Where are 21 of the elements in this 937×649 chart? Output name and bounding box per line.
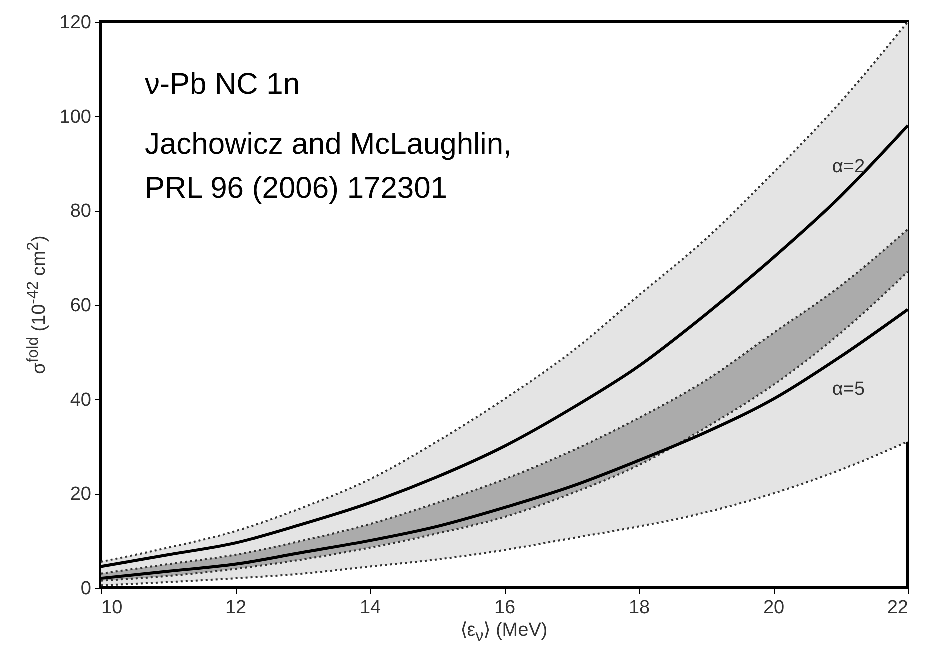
y-tick-label: 120	[60, 12, 92, 34]
x-tick-label: 14	[360, 598, 382, 618]
series-label: α=5	[832, 378, 866, 400]
line-series	[100, 440, 909, 587]
y-tick-label: 100	[60, 106, 92, 128]
x-tick-label: 10	[102, 598, 123, 618]
y-tick-label: 20	[70, 484, 92, 506]
annotation: ν-Pb NC 1n	[145, 68, 300, 102]
y-tick-label: 80	[70, 201, 92, 222]
annotation: Jachowicz and McLaughlin,	[145, 128, 512, 162]
y-tick-label: 0	[80, 578, 92, 600]
x-tick-label: 12	[225, 598, 247, 618]
annotation: PRL 96 (2006) 172301	[145, 172, 448, 206]
x-tick-label: 20	[763, 598, 785, 618]
x-axis-title: ⟨ε$_{ν}$⟩ (MeV)	[460, 619, 548, 646]
y-tick-label: 60	[70, 296, 92, 316]
y-tick-label: 40	[70, 390, 92, 411]
x-tick-label: 18	[628, 598, 650, 618]
series-label: α=2	[832, 156, 866, 178]
x-tick-label: 16	[494, 598, 516, 618]
x-tick-label: 22	[887, 598, 908, 618]
